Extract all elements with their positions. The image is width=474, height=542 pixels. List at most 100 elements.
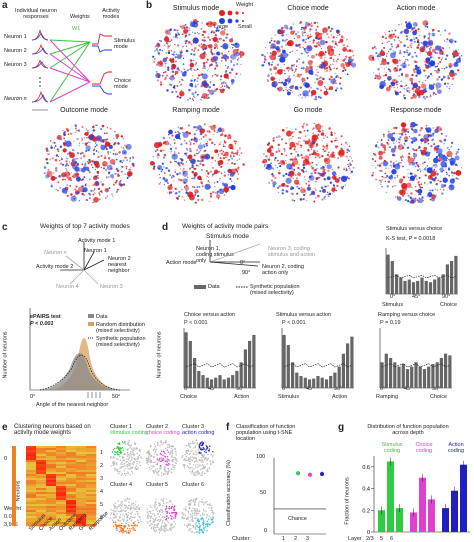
- map-action: [368, 20, 463, 100]
- map-point: [437, 62, 440, 65]
- map-point: [398, 141, 401, 144]
- cluster-point: [114, 451, 116, 453]
- map-point: [331, 168, 333, 170]
- cluster-point: [138, 454, 141, 456]
- cluster-point: [167, 529, 169, 531]
- vec-label-mode2: Activity mode 2: [36, 264, 74, 270]
- map-point: [180, 143, 183, 146]
- cluster-point: [209, 460, 211, 462]
- map-point: [339, 38, 344, 43]
- cluster-point: [192, 507, 194, 510]
- cluster-point: [163, 527, 166, 529]
- cluster-point: [159, 460, 161, 462]
- map-point: [67, 195, 69, 198]
- cluster-point: [171, 459, 174, 461]
- map-point: [351, 50, 354, 53]
- heatmap-cell: [26, 502, 37, 505]
- map-point: [176, 44, 180, 47]
- map-point: [434, 166, 437, 169]
- heatmap-cell: [26, 460, 37, 463]
- map-point: [448, 148, 450, 151]
- cluster-point: [134, 520, 136, 523]
- map-point: [448, 47, 451, 49]
- map-point: [223, 73, 229, 79]
- cluster-point: [121, 518, 124, 520]
- weight-w1-label: W1: [72, 26, 81, 32]
- map-point: [220, 165, 223, 168]
- map-point: [428, 151, 431, 154]
- map-point: [325, 144, 329, 148]
- cluster-point: [127, 455, 129, 458]
- map-point: [431, 48, 436, 53]
- map-point: [184, 185, 190, 191]
- map-point: [400, 122, 407, 128]
- cluster-point: [187, 524, 189, 526]
- map-point: [429, 198, 432, 201]
- map-point: [401, 155, 403, 157]
- map-point: [223, 183, 229, 188]
- map-point: [446, 179, 449, 181]
- map-point: [295, 75, 297, 78]
- cluster-point: [201, 471, 204, 473]
- map-points: [43, 124, 135, 204]
- map-point: [216, 181, 219, 183]
- map-point: [422, 40, 428, 46]
- map-point: [64, 164, 67, 167]
- cluster-point: [139, 450, 141, 453]
- map-point: [225, 36, 228, 39]
- heatmap-cell: [36, 514, 47, 517]
- map-point: [324, 149, 327, 153]
- map-point: [407, 173, 409, 175]
- map-point: [81, 137, 83, 139]
- cluster-point: [206, 520, 209, 523]
- map-point: [380, 157, 383, 160]
- map-point: [236, 63, 239, 66]
- map-point: [412, 93, 416, 96]
- cluster-point: [198, 459, 200, 462]
- g-bar: [410, 512, 417, 532]
- map-point: [339, 177, 341, 179]
- map-point: [171, 67, 174, 71]
- map-point: [174, 133, 181, 140]
- heatmap-cluster-tick: 4: [100, 489, 104, 495]
- map-point: [346, 73, 349, 76]
- map-point: [106, 188, 109, 191]
- map-point: [346, 38, 348, 41]
- map-point: [199, 176, 202, 179]
- map-point: [289, 146, 292, 150]
- f-ytick-50: 50: [260, 490, 267, 496]
- heatmap-cell: [76, 464, 87, 467]
- map-point: [434, 163, 437, 167]
- cluster-point: [113, 512, 115, 514]
- mode-label-stimulus: Stimulus mode: [114, 38, 136, 50]
- map-point: [333, 192, 335, 194]
- cluster-point: [137, 512, 139, 515]
- cluster-point: [172, 465, 174, 467]
- cluster-point: [168, 522, 170, 524]
- map-point: [50, 146, 53, 149]
- map-point: [210, 58, 213, 61]
- cluster-point: [146, 508, 149, 510]
- map-point: [81, 125, 84, 129]
- map-point: [390, 86, 393, 88]
- cluster-point: [120, 447, 123, 450]
- map-point: [388, 130, 390, 133]
- heatmap-cell: [66, 500, 77, 503]
- cluster-point: [123, 463, 125, 465]
- cluster-point: [184, 467, 186, 469]
- cluster-point: [133, 522, 135, 525]
- heatmap-cell: [86, 490, 97, 493]
- heatmap-cell: [26, 448, 37, 451]
- map-point: [167, 133, 170, 136]
- cluster-point: [132, 516, 134, 519]
- map-point: [323, 147, 326, 149]
- hist-bar: [444, 353, 448, 388]
- map-point: [288, 171, 291, 174]
- map-point: [309, 36, 311, 39]
- hist-xtick1-3: 45°: [404, 386, 413, 392]
- map-point: [441, 53, 444, 55]
- map-point: [162, 149, 164, 151]
- map-point: [343, 168, 345, 171]
- map-point: [330, 34, 333, 36]
- heatmap-cell: [26, 510, 37, 513]
